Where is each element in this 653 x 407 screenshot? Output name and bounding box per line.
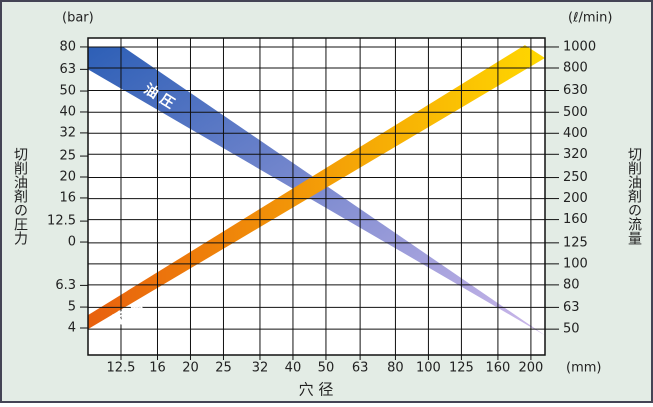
y-unit: (bar) <box>62 11 94 26</box>
y-tick-label: 4 <box>68 321 76 336</box>
y2-tick-label: 1000 <box>563 39 596 54</box>
y-tick-label: 20 <box>59 170 76 185</box>
x-unit: (mm) <box>566 361 601 376</box>
x-tick-label: 16 <box>149 361 166 376</box>
y-tick-label: 50 <box>59 84 76 99</box>
y2-tick-label: 100 <box>563 256 588 271</box>
bands <box>88 45 545 336</box>
x-tick-label: 200 <box>518 361 543 376</box>
y-tick-label: 5 <box>68 300 76 315</box>
y-tick-label: 63 <box>59 62 76 77</box>
x-tick-label: 125 <box>449 361 474 376</box>
y2-tick-label: 200 <box>563 191 588 206</box>
y-tick-label: 25 <box>59 149 76 164</box>
y2-tick-label: 250 <box>563 170 588 185</box>
y-tick-label: 16 <box>59 190 76 205</box>
y-tick-label: 12.5 <box>47 214 76 229</box>
y2-tick-label: 63 <box>563 300 580 315</box>
y2-tick-label: 800 <box>563 60 588 75</box>
x-tick-label: 160 <box>486 361 511 376</box>
band <box>88 45 545 330</box>
y-tick-label: 32 <box>59 125 76 140</box>
y2-tick-label: 80 <box>563 277 580 292</box>
y2-tick-label: 630 <box>563 83 588 98</box>
plot-frame <box>87 37 546 356</box>
x-tick-label: 25 <box>215 361 232 376</box>
y2-tick-label: 160 <box>563 212 588 227</box>
y2-tick-label: 320 <box>563 147 588 162</box>
x-title: 穴 径 <box>299 381 334 399</box>
y-tick-label: 0 <box>68 235 76 250</box>
x-tick-label: 32 <box>252 361 269 376</box>
y-tick-label: 6.3 <box>55 278 76 293</box>
y2-tick-label: 500 <box>563 105 588 120</box>
y-title: 切削油剤の圧力 <box>12 147 28 246</box>
x-tick-label: 100 <box>416 361 441 376</box>
y2-tick-label: 125 <box>563 235 588 250</box>
grid <box>88 38 545 355</box>
x-tick-label: 20 <box>182 361 199 376</box>
x-tick-label: 12.5 <box>107 361 136 376</box>
x-tick-label: 40 <box>285 361 302 376</box>
y2-tick-label: 400 <box>563 126 588 141</box>
y2-title: 切削油剤の流量 <box>626 147 642 245</box>
y-tick-label: 80 <box>59 39 76 54</box>
x-tick-label: 80 <box>387 361 404 376</box>
x-tick-label: 50 <box>318 361 335 376</box>
y2-unit: (ℓ/min) <box>568 11 612 26</box>
y-tick-label: 40 <box>59 104 76 119</box>
y2-tick-label: 50 <box>563 322 580 337</box>
x-tick-label: 63 <box>352 361 369 376</box>
